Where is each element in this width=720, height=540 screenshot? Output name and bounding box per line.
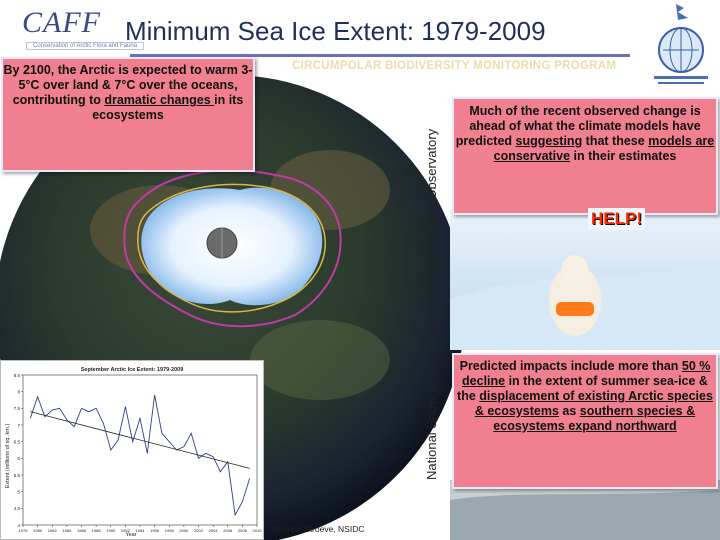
callout-text: in the extent of summer sea-ice & the xyxy=(457,374,708,403)
callout-predicted-impacts: Predicted impacts include more than 50 %… xyxy=(452,353,718,489)
chart-y-axis-label: Extent (millions of sq. km.) xyxy=(5,424,11,489)
x-tick-label: 1980 xyxy=(33,528,43,533)
x-tick-label: 2000 xyxy=(179,528,189,533)
caff-logo-text: CAFF xyxy=(22,6,101,39)
callout-text-emphasis: displacement of existing Arctic species … xyxy=(474,389,713,418)
x-tick-label: 1994 xyxy=(136,528,146,533)
callout-text: By 2100, the Arctic is expected to warm … xyxy=(3,63,253,107)
chart-credit: Julienne Stroeve, NSIDC xyxy=(270,524,365,534)
callout-text-emphasis: 50 % decline xyxy=(462,359,711,388)
x-tick-label: 2006 xyxy=(223,528,233,533)
x-tick-label: 2010 xyxy=(253,528,263,533)
y-tick-label: 8.5 xyxy=(14,373,21,378)
y-tick-label: 4.5 xyxy=(14,506,21,511)
trend-line xyxy=(30,411,250,469)
x-tick-label: 1978 xyxy=(19,528,29,533)
chart-title: September Arctic Ice Extent: 1979-2009 xyxy=(81,367,184,373)
callout-text-emphasis: suggesting xyxy=(515,134,583,148)
y-tick-label: 4 xyxy=(17,523,20,528)
y-tick-label: 8 xyxy=(17,389,20,394)
x-tick-label: 2004 xyxy=(209,528,219,533)
arctic-council-emblem-icon xyxy=(654,4,708,84)
x-tick-label: 1986 xyxy=(77,528,87,533)
callout-text: that these xyxy=(582,134,649,148)
ice-extent-chart: September Arctic Ice Extent: 1979-2009 E… xyxy=(0,360,264,540)
callout-text: Predicted impacts include more than xyxy=(459,359,682,373)
callout-models-conservative: Much of the recent observed change is ah… xyxy=(452,97,718,215)
page-title: Minimum Sea Ice Extent: 1979-2009 xyxy=(125,16,546,46)
callout-text: as xyxy=(558,404,580,418)
x-tick-label: 2002 xyxy=(194,528,204,533)
y-tick-label: 6 xyxy=(17,456,20,461)
callout-text-emphasis: southern species & ecosystems expand nor… xyxy=(493,404,696,433)
x-tick-label: 1992 xyxy=(121,528,131,533)
callout-text: in its ecosystems xyxy=(92,93,244,122)
title-underline xyxy=(130,54,630,57)
x-tick-label: 1990 xyxy=(106,528,116,533)
y-tick-label: 7 xyxy=(17,423,20,428)
callout-text-emphasis: dramatic changes xyxy=(104,93,215,107)
program-name: CIRCUMPOLAR BIODIVERSITY MONITORING PROG… xyxy=(292,60,617,72)
image-source-label: National Snow and Ice Data Center/NASA E… xyxy=(424,128,439,480)
callout-text: Much of the recent observed change is ah… xyxy=(455,104,701,148)
x-tick-label: 1996 xyxy=(150,528,160,533)
callout-text: in their estimates xyxy=(570,149,677,163)
caff-logo-subtitle: Conservation of Arctic Flora and Fauna xyxy=(26,42,145,50)
callout-warming-forecast: By 2100, the Arctic is expected to warm … xyxy=(1,57,255,172)
help-label: HELP! xyxy=(588,208,645,230)
chart-x-axis-label: Year xyxy=(125,532,136,538)
chart-plot-frame xyxy=(22,374,258,526)
x-tick-label: 1998 xyxy=(165,528,175,533)
callout-text-emphasis: models are conservative xyxy=(493,134,715,163)
x-tick-label: 1988 xyxy=(92,528,102,533)
x-tick-label: 1984 xyxy=(62,528,72,533)
y-tick-label: 6.5 xyxy=(14,439,21,444)
y-tick-label: 7.5 xyxy=(14,406,21,411)
series-line-ice-extent xyxy=(29,394,251,517)
x-tick-label: 2008 xyxy=(238,528,248,533)
y-tick-label: 5 xyxy=(17,489,20,494)
x-tick-label: 1982 xyxy=(48,528,58,533)
y-tick-label: 5.5 xyxy=(14,473,21,478)
